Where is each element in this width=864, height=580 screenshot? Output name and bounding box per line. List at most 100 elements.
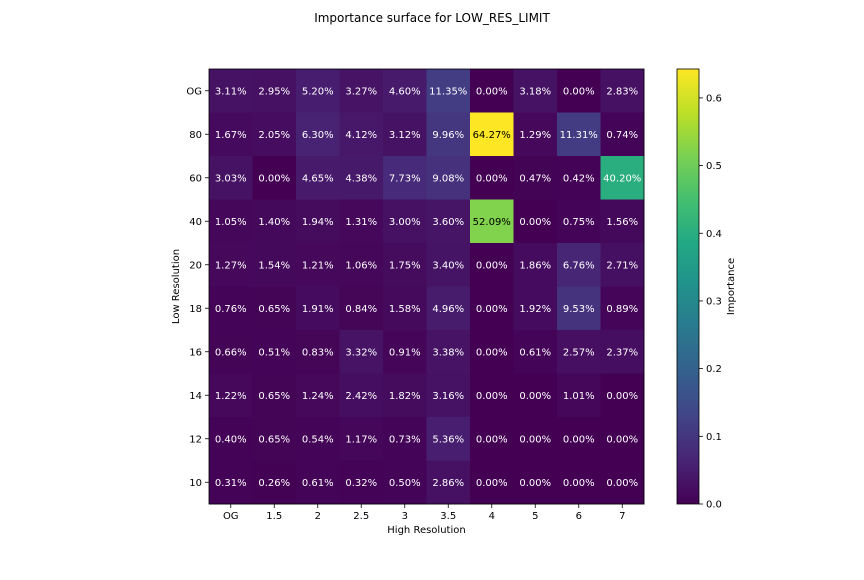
heatmap-cell (296, 243, 340, 287)
cell-value-label: 1.54% (258, 260, 290, 271)
x-tick-label: 2 (315, 511, 321, 522)
cell-value-label: 0.50% (389, 478, 421, 489)
cell-value-label: 11.31% (560, 130, 598, 141)
heatmap-cell (209, 112, 253, 157)
cell-value-label: 9.08% (432, 173, 464, 184)
cell-value-label: 0.00% (476, 86, 508, 97)
y-tick-label: 12 (189, 434, 202, 445)
cell-value-label: 1.22% (215, 391, 247, 402)
cell-value-label: 5.20% (302, 86, 334, 97)
cell-value-label: 3.27% (345, 86, 377, 97)
heatmap-cell (296, 373, 340, 418)
heatmap-cell (513, 156, 558, 200)
cell-value-label: 1.40% (258, 217, 290, 228)
heatmap-cell (252, 417, 297, 461)
heatmap-cell (470, 286, 514, 331)
cell-value-label: 4.65% (302, 173, 334, 184)
cell-value-label: 1.24% (302, 391, 334, 402)
x-tick-label: 6 (576, 511, 582, 522)
y-tick-label: 10 (189, 478, 202, 489)
colorbar-tick-label: 0.4 (706, 229, 722, 240)
heatmap-cell (600, 330, 645, 374)
y-tick-label: 20 (189, 260, 202, 271)
heatmap-cell (557, 243, 601, 287)
cell-value-label: 64.27% (473, 130, 511, 141)
colorbar-tick-label: 0.3 (706, 296, 722, 307)
cell-value-label: 6.76% (563, 260, 595, 271)
heatmap-cell (296, 112, 340, 157)
cell-value-label: 4.60% (389, 86, 421, 97)
heatmap-cell (600, 373, 645, 418)
heatmap-cell (339, 417, 384, 461)
heatmap-cell (557, 330, 601, 374)
cell-value-label: 0.61% (519, 347, 551, 358)
heatmap-cell (470, 243, 514, 287)
heatmap-cell (600, 417, 645, 461)
heatmap-cell (470, 199, 514, 244)
x-tick-label: 7 (619, 511, 625, 522)
heatmap-cell (600, 156, 645, 200)
cell-value-label: 0.00% (476, 391, 508, 402)
heatmap-cell (339, 199, 384, 244)
cell-value-label: 7.73% (389, 173, 421, 184)
cell-value-label: 0.00% (476, 347, 508, 358)
heatmap-cell (252, 243, 297, 287)
cell-value-label: 1.82% (389, 391, 421, 402)
heatmap-cell (339, 112, 384, 157)
cell-value-label: 0.00% (476, 304, 508, 315)
cell-value-label: 0.51% (258, 347, 290, 358)
heatmap-cell (383, 112, 427, 157)
cell-value-label: 9.53% (563, 304, 595, 315)
heatmap-cell (513, 112, 558, 157)
cell-value-label: 1.31% (345, 217, 377, 228)
heatmap-cell (470, 460, 514, 505)
heatmap-cell (470, 69, 514, 113)
heatmap-cell (557, 156, 601, 200)
colorbar (676, 68, 700, 505)
heatmap-cell (426, 373, 471, 418)
colorbar-label: Importance (726, 258, 737, 315)
cell-value-label: 0.00% (258, 173, 290, 184)
heatmap-cell (426, 286, 471, 331)
cell-value-label: 0.74% (606, 130, 638, 141)
cell-value-label: 0.00% (476, 434, 508, 445)
heatmap-cell (600, 460, 645, 505)
x-axis-label: High Resolution (387, 525, 465, 536)
cell-value-label: 0.84% (345, 304, 377, 315)
heatmap-cell (426, 460, 471, 505)
cell-value-label: 0.42% (563, 173, 595, 184)
heatmap-cell (600, 69, 645, 113)
cell-value-label: 4.38% (345, 173, 377, 184)
cell-value-label: 0.91% (389, 347, 421, 358)
cell-value-label: 0.31% (215, 478, 247, 489)
cell-value-label: 2.57% (563, 347, 595, 358)
cell-value-label: 0.00% (519, 391, 551, 402)
heatmap-cell (339, 460, 384, 505)
heatmap-cell (426, 417, 471, 461)
heatmap-cell (513, 243, 558, 287)
heatmap-cell (209, 199, 253, 244)
heatmap-cell (470, 373, 514, 418)
heatmap-cell (513, 286, 558, 331)
heatmap-cell (426, 199, 471, 244)
heatmap-cell (209, 156, 253, 200)
cell-value-label: 2.83% (606, 86, 638, 97)
heatmap-cell (383, 460, 427, 505)
cell-value-label: 3.38% (432, 347, 464, 358)
heatmap-cell (513, 199, 558, 244)
heatmap-cell (513, 460, 558, 505)
heatmap-cell (383, 156, 427, 200)
heatmap-cell (296, 286, 340, 331)
cell-value-label: 0.00% (476, 260, 508, 271)
cell-value-label: 0.00% (606, 391, 638, 402)
cell-value-label: 3.00% (389, 217, 421, 228)
x-tick-label: 2.5 (353, 511, 369, 522)
cell-value-label: 0.32% (345, 478, 377, 489)
heatmap-cell (383, 69, 427, 113)
colorbar-ticks: 0.0 0.1 0.2 0.3 0.4 0.5 0.6 (699, 93, 722, 511)
heatmap-cell (513, 69, 558, 113)
heatmap-cell (339, 243, 384, 287)
cell-value-label: 1.56% (606, 217, 638, 228)
x-tick-label: 3 (402, 511, 408, 522)
cell-value-label: 3.12% (389, 130, 421, 141)
